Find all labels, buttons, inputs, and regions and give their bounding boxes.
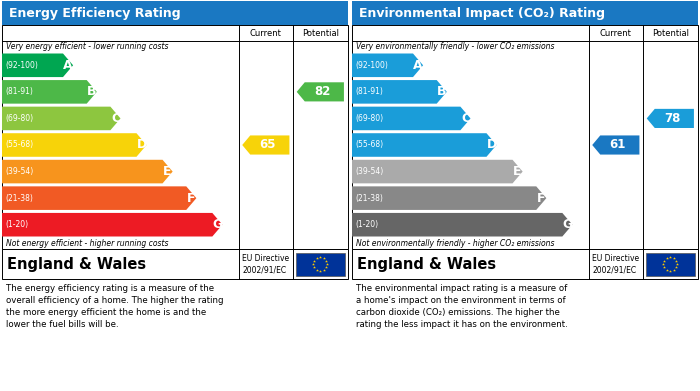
Text: (21-38): (21-38) <box>5 194 33 203</box>
Text: Very environmentally friendly - lower CO₂ emissions: Very environmentally friendly - lower CO… <box>356 42 554 51</box>
Text: EU Directive
2002/91/EC: EU Directive 2002/91/EC <box>242 254 289 274</box>
Polygon shape <box>352 160 523 183</box>
Text: 61: 61 <box>610 138 626 151</box>
Text: B: B <box>87 85 97 99</box>
Text: G: G <box>562 218 573 231</box>
Polygon shape <box>352 54 423 77</box>
Bar <box>645 253 695 276</box>
Polygon shape <box>592 135 639 154</box>
Bar <box>2 25 348 249</box>
Polygon shape <box>2 133 146 157</box>
Text: (39-54): (39-54) <box>355 167 384 176</box>
Polygon shape <box>242 135 289 154</box>
Text: (21-38): (21-38) <box>355 194 383 203</box>
Text: 82: 82 <box>314 85 330 99</box>
Polygon shape <box>2 213 223 237</box>
Text: (55-68): (55-68) <box>5 140 33 149</box>
Text: Not environmentally friendly - higher CO₂ emissions: Not environmentally friendly - higher CO… <box>356 239 554 248</box>
Text: Current: Current <box>250 29 282 38</box>
Text: B: B <box>437 85 447 99</box>
Text: England & Wales: England & Wales <box>7 256 146 271</box>
Bar <box>295 253 345 276</box>
Polygon shape <box>647 109 694 128</box>
Text: D: D <box>136 138 147 151</box>
Polygon shape <box>2 107 120 130</box>
Text: EU Directive
2002/91/EC: EU Directive 2002/91/EC <box>592 254 639 274</box>
Text: Current: Current <box>600 29 632 38</box>
Text: (92-100): (92-100) <box>5 61 38 70</box>
Text: (1-20): (1-20) <box>5 220 28 229</box>
Polygon shape <box>352 213 573 237</box>
Text: (1-20): (1-20) <box>355 220 378 229</box>
Text: D: D <box>486 138 497 151</box>
Text: (69-80): (69-80) <box>5 114 33 123</box>
Text: Environmental Impact (CO₂) Rating: Environmental Impact (CO₂) Rating <box>359 7 605 20</box>
Text: Not energy efficient - higher running costs: Not energy efficient - higher running co… <box>6 239 169 248</box>
Text: E: E <box>163 165 172 178</box>
Bar <box>352 1 698 25</box>
Polygon shape <box>352 107 470 130</box>
Polygon shape <box>2 160 173 183</box>
Text: 78: 78 <box>664 112 680 125</box>
Text: (69-80): (69-80) <box>355 114 383 123</box>
Text: C: C <box>461 112 470 125</box>
Text: F: F <box>537 192 545 204</box>
Text: (81-91): (81-91) <box>355 87 383 96</box>
Bar <box>352 25 698 249</box>
Polygon shape <box>2 187 196 210</box>
Text: England & Wales: England & Wales <box>357 256 496 271</box>
Bar <box>2 249 348 279</box>
Polygon shape <box>2 54 73 77</box>
Text: The energy efficiency rating is a measure of the
overall efficiency of a home. T: The energy efficiency rating is a measur… <box>6 284 223 330</box>
Text: F: F <box>187 192 195 204</box>
Polygon shape <box>2 80 97 104</box>
Text: (39-54): (39-54) <box>5 167 34 176</box>
Polygon shape <box>352 187 546 210</box>
Text: Potential: Potential <box>302 29 339 38</box>
Bar <box>2 1 348 25</box>
Text: (92-100): (92-100) <box>355 61 388 70</box>
Text: G: G <box>212 218 223 231</box>
Text: 65: 65 <box>260 138 276 151</box>
Polygon shape <box>297 82 344 101</box>
Text: A: A <box>413 59 423 72</box>
Bar <box>352 249 698 279</box>
Text: E: E <box>513 165 522 178</box>
Text: (81-91): (81-91) <box>5 87 33 96</box>
Polygon shape <box>352 133 496 157</box>
Text: The environmental impact rating is a measure of
a home's impact on the environme: The environmental impact rating is a mea… <box>356 284 568 330</box>
Text: (55-68): (55-68) <box>355 140 383 149</box>
Text: Energy Efficiency Rating: Energy Efficiency Rating <box>9 7 181 20</box>
Text: Potential: Potential <box>652 29 689 38</box>
Text: A: A <box>63 59 73 72</box>
Text: C: C <box>111 112 120 125</box>
Text: Very energy efficient - lower running costs: Very energy efficient - lower running co… <box>6 42 169 51</box>
Polygon shape <box>352 80 447 104</box>
